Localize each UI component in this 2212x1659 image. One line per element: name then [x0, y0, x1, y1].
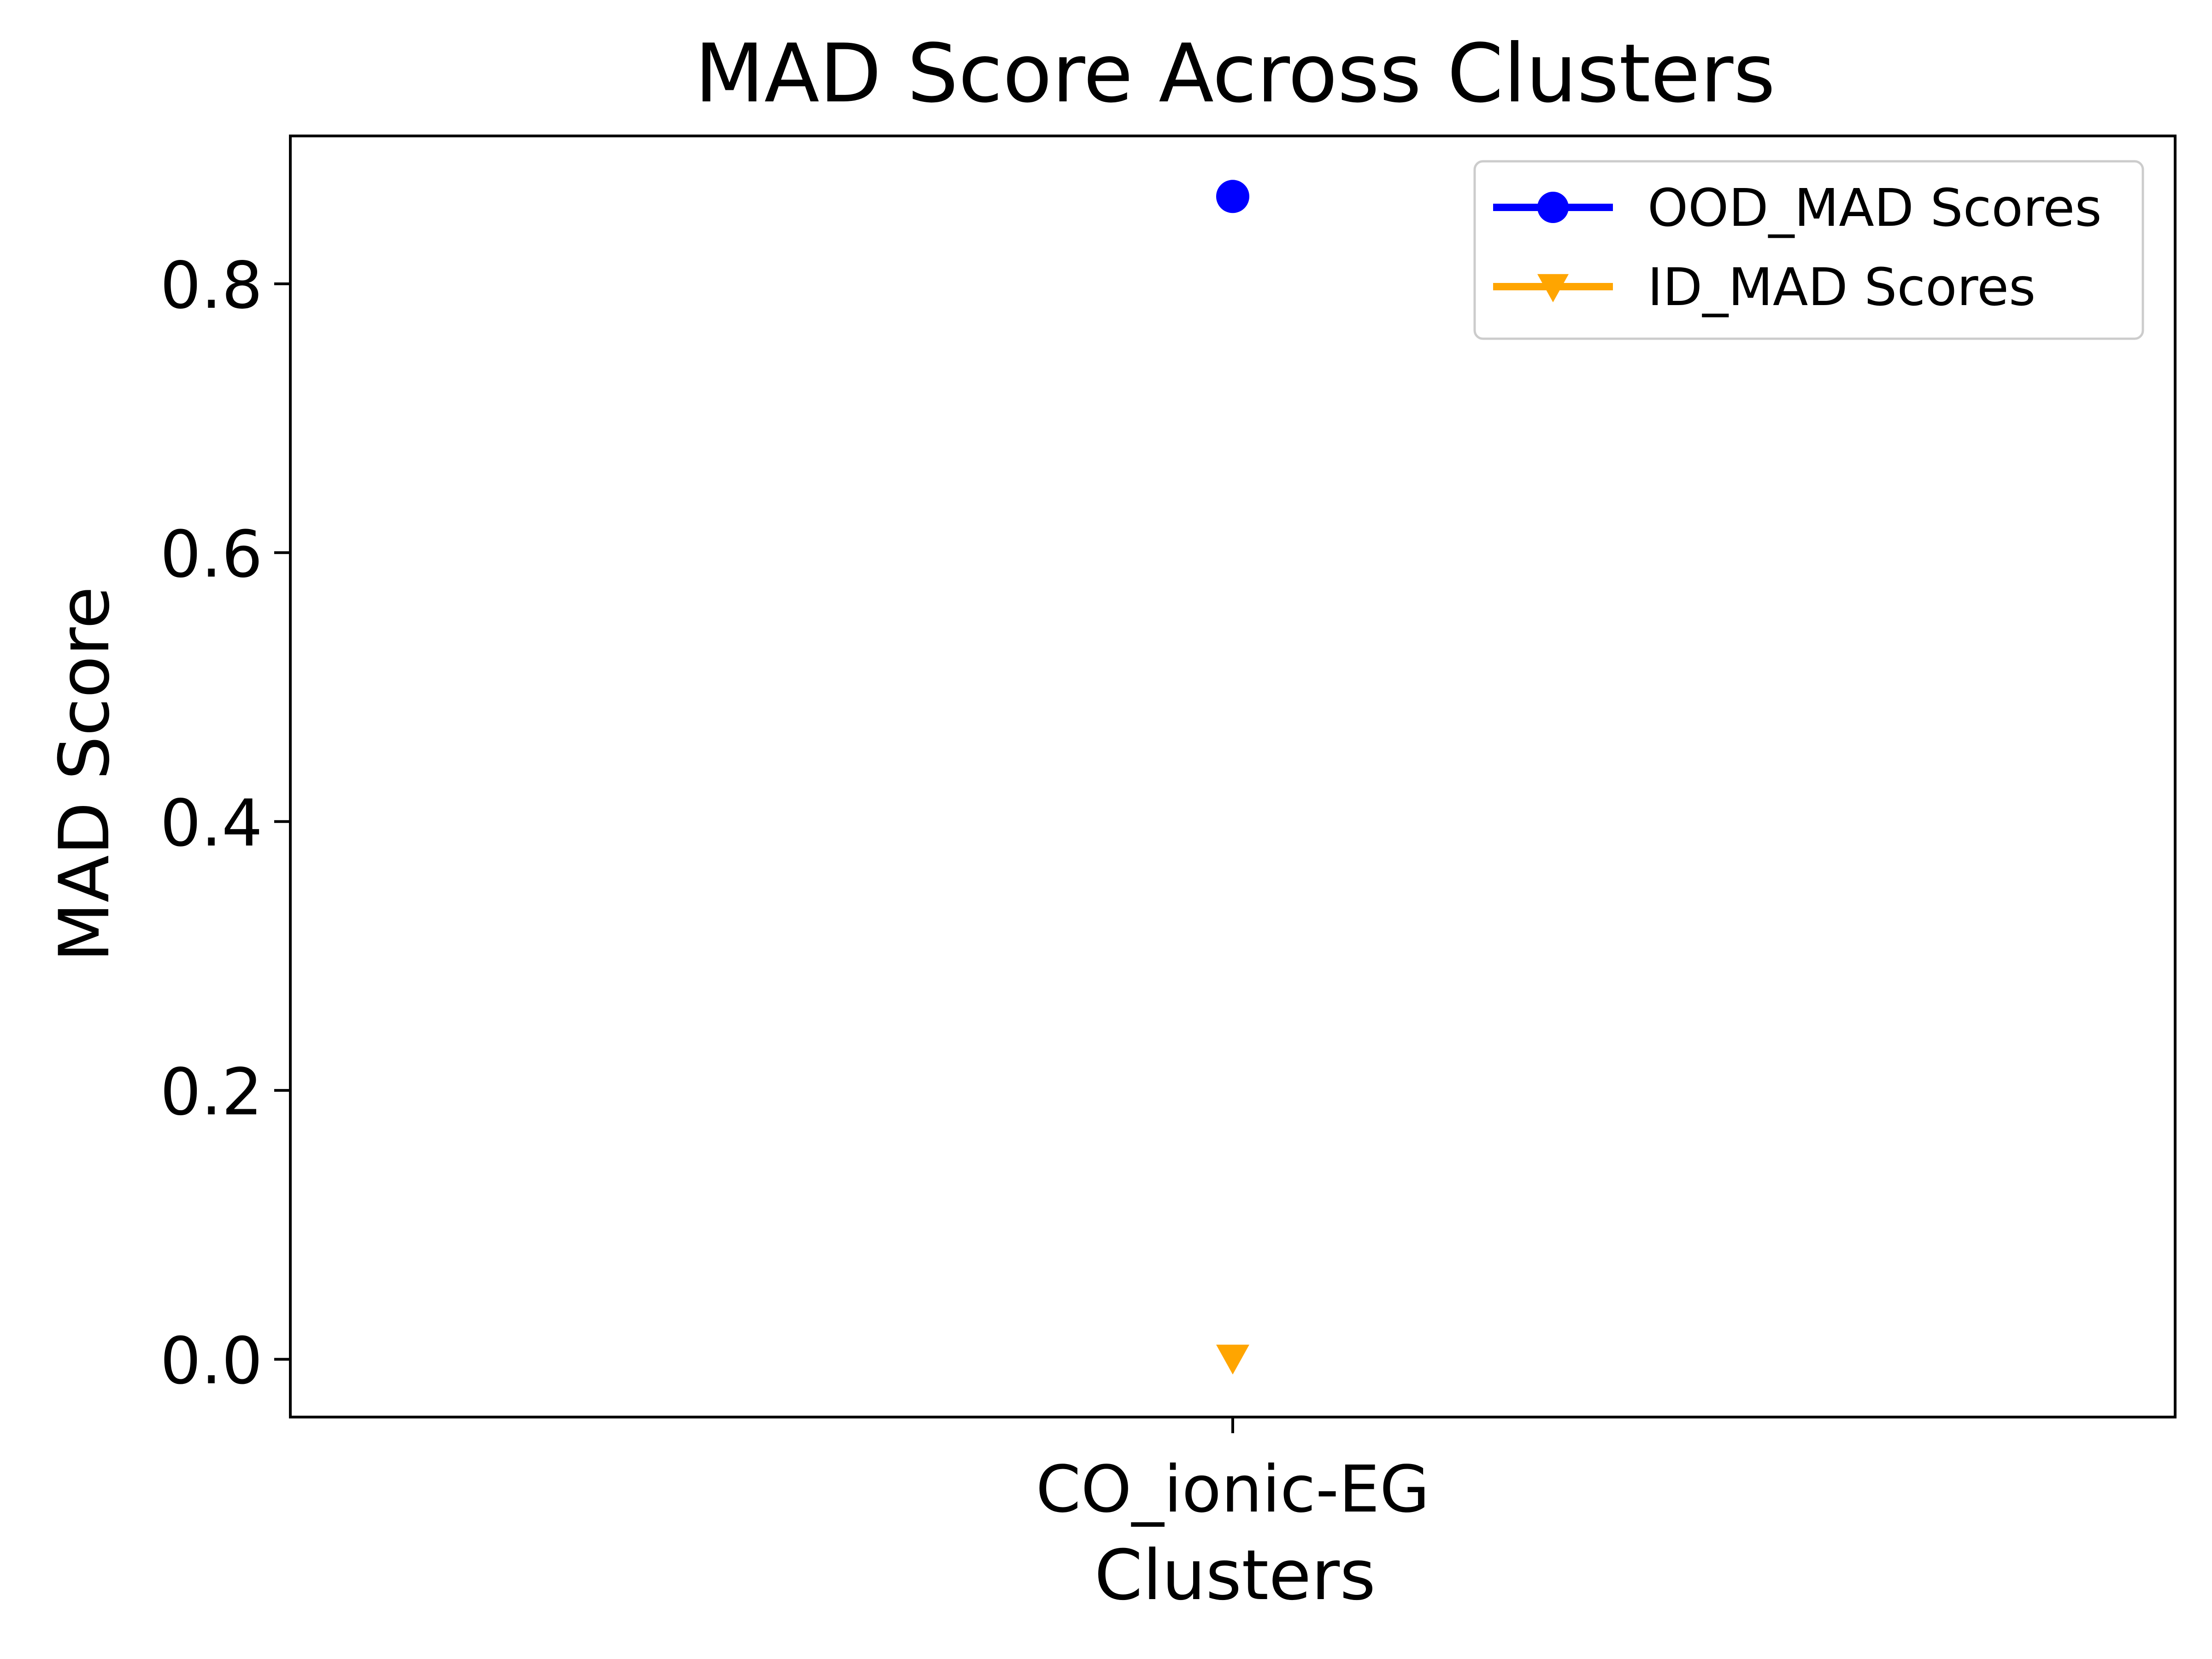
series-group [1216, 180, 1249, 1375]
legend-label: ID_MAD Scores [1647, 258, 2036, 318]
series-2 [1216, 1344, 1249, 1375]
x-tick-label: CO_ionic-EG [1036, 1452, 1430, 1527]
legend-marker [1537, 274, 1569, 302]
y-axis-label: MAD Score [45, 586, 125, 962]
series-1 [1216, 180, 1249, 213]
legend-entry: ID_MAD Scores [1493, 258, 2036, 318]
y-tick-label: 0.4 [160, 786, 263, 861]
data-point [1216, 1344, 1249, 1375]
y-tick-label: 0.8 [160, 248, 263, 324]
legend-box [1473, 160, 2144, 340]
tick-group: 0.0 0.2 0.4 0.6 0.8 CO_ionic-EG [160, 248, 1430, 1527]
legend: OOD_MAD Scores ID_MAD Scores [1473, 160, 2144, 340]
y-tick-label: 0.6 [160, 517, 263, 592]
data-point [1216, 180, 1249, 213]
legend-label: OOD_MAD Scores [1647, 178, 2102, 238]
y-tick-label: 0.2 [160, 1055, 263, 1130]
y-tick-label: 0.0 [160, 1324, 263, 1399]
chart-title: MAD Score Across Clusters [694, 27, 1775, 121]
x-axis-label: Clusters [1094, 1535, 1376, 1616]
legend-marker [1537, 192, 1569, 223]
legend-entry: OOD_MAD Scores [1493, 178, 2102, 238]
